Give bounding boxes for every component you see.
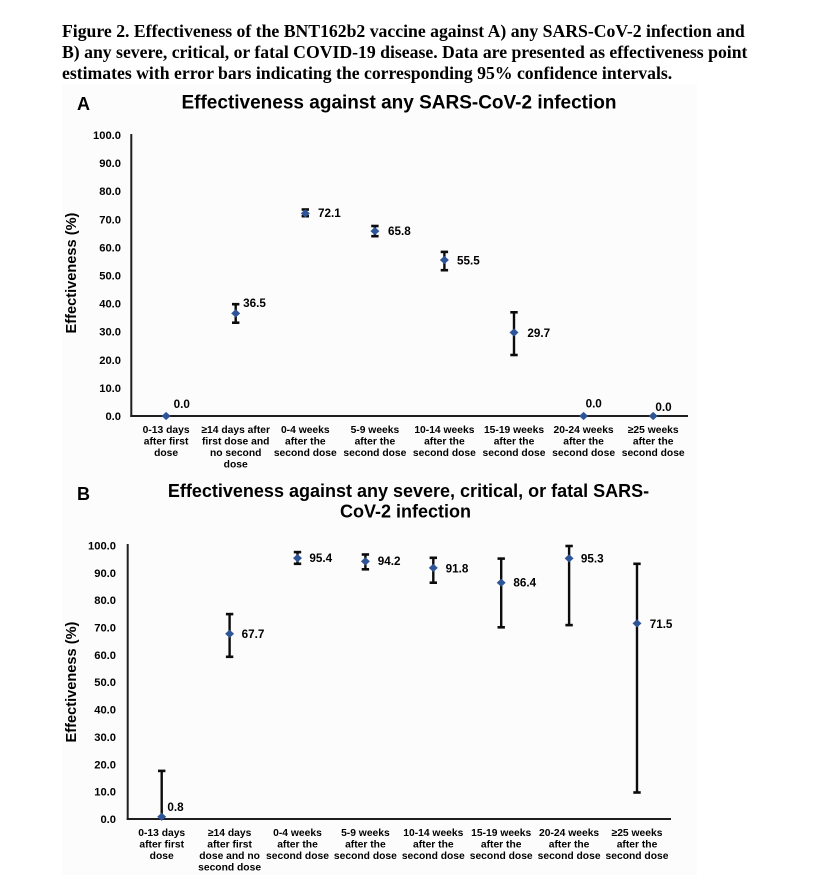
- svg-text:second dose: second dose: [334, 851, 397, 862]
- svg-text:after the: after the: [424, 437, 465, 448]
- svg-text:dose: dose: [154, 448, 178, 459]
- svg-text:95.3: 95.3: [581, 552, 604, 565]
- svg-text:second dose: second dose: [483, 448, 546, 459]
- svg-text:0-13 days: 0-13 days: [143, 425, 190, 436]
- svg-text:after the: after the: [481, 840, 522, 851]
- svg-text:≥25 weeks: ≥25 weeks: [628, 425, 679, 436]
- svg-text:10.0: 10.0: [99, 383, 121, 395]
- svg-text:0-13 days: 0-13 days: [138, 828, 185, 839]
- svg-text:0.0: 0.0: [655, 401, 672, 414]
- svg-text:dose: dose: [224, 459, 248, 470]
- svg-text:72.1: 72.1: [318, 207, 341, 220]
- svg-text:30.0: 30.0: [99, 327, 121, 339]
- svg-text:after the: after the: [277, 840, 318, 851]
- svg-text:36.5: 36.5: [243, 297, 266, 310]
- svg-text:0.0: 0.0: [174, 398, 191, 411]
- svg-text:after first: after first: [144, 437, 189, 448]
- svg-text:after the: after the: [494, 437, 535, 448]
- svg-text:0-4 weeks: 0-4 weeks: [273, 828, 322, 839]
- svg-text:after first: after first: [139, 840, 184, 851]
- svg-text:15-19 weeks: 15-19 weeks: [484, 425, 544, 436]
- svg-text:second dose: second dose: [198, 862, 261, 873]
- svg-text:100.0: 100.0: [93, 130, 121, 142]
- svg-text:no second: no second: [210, 448, 262, 459]
- svg-text:55.5: 55.5: [457, 255, 480, 268]
- svg-text:after the: after the: [355, 437, 396, 448]
- svg-text:71.5: 71.5: [650, 618, 673, 631]
- svg-text:after the: after the: [633, 437, 674, 448]
- svg-text:50.0: 50.0: [99, 271, 121, 283]
- svg-text:10.0: 10.0: [94, 787, 116, 799]
- svg-text:67.7: 67.7: [242, 628, 265, 641]
- svg-text:40.0: 40.0: [99, 299, 121, 311]
- svg-text:second dose: second dose: [552, 448, 615, 459]
- svg-text:after the: after the: [285, 437, 326, 448]
- svg-text:70.0: 70.0: [94, 623, 116, 635]
- svg-text:90.0: 90.0: [99, 158, 121, 170]
- svg-text:Effectiveness against any SARS: Effectiveness against any SARS-CoV-2 inf…: [181, 93, 616, 114]
- svg-text:after the: after the: [345, 840, 386, 851]
- svg-text:0.0: 0.0: [105, 411, 121, 423]
- svg-text:second dose: second dose: [274, 448, 337, 459]
- svg-text:60.0: 60.0: [94, 650, 116, 662]
- svg-text:after the: after the: [563, 437, 604, 448]
- svg-text:20-24 weeks: 20-24 weeks: [539, 828, 599, 839]
- svg-text:≥14 days after: ≥14 days after: [201, 425, 270, 436]
- svg-text:30.0: 30.0: [94, 732, 116, 744]
- svg-text:91.8: 91.8: [446, 563, 469, 576]
- svg-text:40.0: 40.0: [94, 705, 116, 717]
- svg-text:second dose: second dose: [413, 448, 476, 459]
- svg-text:A: A: [77, 94, 90, 114]
- svg-text:second dose: second dose: [266, 851, 329, 862]
- svg-text:100.0: 100.0: [88, 541, 116, 553]
- svg-text:≥14 days: ≥14 days: [208, 828, 252, 839]
- svg-text:0.0: 0.0: [586, 398, 603, 411]
- svg-text:first dose and: first dose and: [202, 437, 270, 448]
- svg-text:0.0: 0.0: [100, 814, 116, 826]
- svg-text:second dose: second dose: [538, 851, 601, 862]
- svg-text:20-24 weeks: 20-24 weeks: [554, 425, 614, 436]
- svg-text:B: B: [77, 484, 90, 504]
- svg-text:dose: dose: [150, 851, 174, 862]
- svg-text:60.0: 60.0: [99, 242, 121, 254]
- svg-text:after the: after the: [413, 840, 454, 851]
- svg-text:5-9 weeks: 5-9 weeks: [341, 828, 390, 839]
- svg-text:20.0: 20.0: [99, 355, 121, 367]
- svg-text:15-19 weeks: 15-19 weeks: [471, 828, 531, 839]
- svg-text:50.0: 50.0: [94, 677, 116, 689]
- svg-text:5-9 weeks: 5-9 weeks: [351, 425, 400, 436]
- svg-text:29.7: 29.7: [527, 327, 550, 340]
- svg-text:CoV-2 infection: CoV-2 infection: [340, 502, 471, 522]
- svg-text:Effectiveness against any seve: Effectiveness against any severe, critic…: [168, 481, 649, 501]
- svg-text:70.0: 70.0: [99, 214, 121, 226]
- svg-text:94.2: 94.2: [378, 555, 401, 568]
- svg-text:10-14 weeks: 10-14 weeks: [403, 828, 463, 839]
- svg-text:95.4: 95.4: [309, 552, 332, 565]
- svg-text:dose and no: dose and no: [199, 851, 260, 862]
- svg-text:10-14 weeks: 10-14 weeks: [414, 425, 474, 436]
- svg-text:Effectiveness (%): Effectiveness (%): [64, 212, 80, 333]
- svg-text:second dose: second dose: [606, 851, 669, 862]
- svg-text:after the: after the: [549, 840, 590, 851]
- svg-text:0.8: 0.8: [167, 801, 184, 814]
- svg-text:90.0: 90.0: [94, 568, 116, 580]
- svg-text:second dose: second dose: [470, 851, 533, 862]
- svg-text:80.0: 80.0: [94, 595, 116, 607]
- svg-text:after first: after first: [207, 840, 252, 851]
- svg-text:65.8: 65.8: [388, 225, 411, 238]
- svg-text:0-4 weeks: 0-4 weeks: [281, 425, 330, 436]
- svg-text:after the: after the: [617, 840, 658, 851]
- svg-text:Effectiveness (%): Effectiveness (%): [64, 621, 80, 742]
- svg-text:second dose: second dose: [402, 851, 465, 862]
- svg-text:80.0: 80.0: [99, 186, 121, 198]
- svg-text:second dose: second dose: [622, 448, 685, 459]
- svg-text:86.4: 86.4: [513, 577, 536, 590]
- svg-text:second dose: second dose: [343, 448, 406, 459]
- svg-text:≥25 weeks: ≥25 weeks: [612, 828, 663, 839]
- svg-text:20.0: 20.0: [94, 759, 116, 771]
